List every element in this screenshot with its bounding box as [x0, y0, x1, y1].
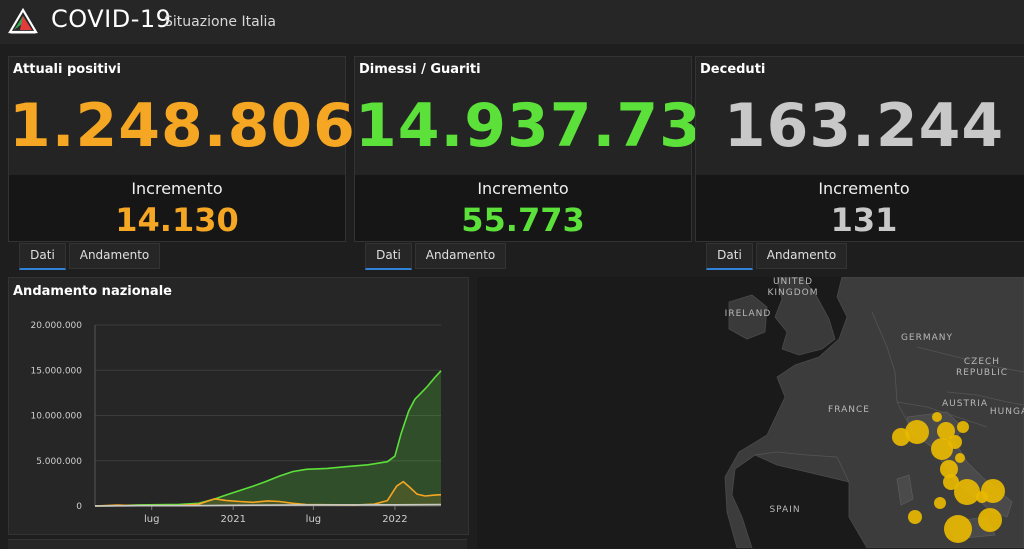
europe-map[interactable]: [477, 277, 1024, 548]
y-tick-label: 0: [76, 502, 82, 512]
card-deceduti: Deceduti 163.244 Incremento 131: [695, 56, 1024, 242]
series-line: [94, 503, 442, 507]
tab-dati[interactable]: Dati: [365, 243, 412, 270]
increment-label: Incremento: [818, 179, 910, 198]
y-tick-label: 15.000.000: [30, 366, 82, 376]
series-area: [95, 370, 441, 506]
map-label-czech: CZECH REPUBLIC: [955, 357, 1009, 378]
tab-andamento[interactable]: Andamento: [415, 243, 506, 269]
sardinia-shape: [896, 474, 914, 506]
map-label-france: FRANCE: [828, 405, 870, 415]
card-label: Attuali positivi: [13, 62, 121, 77]
case-bubbles: [892, 412, 1005, 543]
card-value: 1.248.806: [9, 91, 356, 161]
app-header: COVID-19 Situazione Italia: [0, 0, 1024, 44]
card-label: Deceduti: [700, 62, 766, 77]
italy-logo-icon: [8, 8, 38, 34]
tab-dati[interactable]: Dati: [706, 243, 753, 270]
x-tick-label: 2021: [220, 514, 245, 525]
x-tick-label: lug: [306, 514, 321, 525]
card-dimessi-guariti: Dimessi / Guariti 14.937.738 Incremento …: [354, 56, 745, 242]
chart-panel: Andamento nazionale 0 5.000.000 10.000.000…: [8, 277, 469, 535]
uk-shape: [774, 277, 836, 356]
increment-label: Incremento: [131, 179, 223, 198]
card-value: 14.937.738: [355, 91, 745, 161]
increment-label: Incremento: [477, 179, 569, 198]
x-tick-label: lug: [144, 514, 159, 525]
card-value: 163.244: [723, 91, 1005, 161]
app-title: COVID-19: [51, 5, 172, 33]
y-tick-label: 20.000.000: [30, 321, 82, 331]
map-label-hungary: HUNGA: [989, 407, 1024, 417]
ireland-shape: [728, 294, 768, 340]
map-label-ireland: IRELAND: [724, 309, 772, 319]
x-tick-label: 2022: [382, 514, 407, 525]
card-attuali-positivi: Attuali positivi 1.248.806 Incremento 14…: [8, 56, 356, 242]
map-panel[interactable]: UNITED KINGDOM IRELAND GERMANY CZECH REP…: [477, 277, 1024, 548]
map-label-uk: UNITED KINGDOM: [767, 277, 819, 298]
tab-andamento[interactable]: Andamento: [69, 243, 160, 269]
map-label-austria: AUSTRIA: [941, 399, 989, 409]
y-tick-label: 5.000.000: [36, 457, 82, 467]
app-subtitle: Situazione Italia: [164, 14, 277, 30]
chart-title: Andamento nazionale: [13, 284, 172, 299]
card-label: Dimessi / Guariti: [359, 62, 481, 77]
increment-value: 14.130: [115, 201, 239, 239]
tab-andamento[interactable]: Andamento: [756, 243, 847, 269]
map-label-spain: SPAIN: [769, 505, 801, 515]
series-line: [94, 370, 442, 507]
increment-value: 55.773: [461, 201, 585, 239]
increment-value: 131: [830, 201, 898, 239]
tab-dati[interactable]: Dati: [19, 243, 66, 270]
national-trend-chart[interactable]: 0 5.000.000 10.000.000 15.000.000 20.000.000…: [9, 304, 468, 534]
series-line: [94, 480, 442, 507]
y-tick-label: 10.000.000: [30, 412, 82, 422]
map-label-germany: GERMANY: [900, 333, 954, 343]
bottom-panel: [8, 539, 467, 549]
